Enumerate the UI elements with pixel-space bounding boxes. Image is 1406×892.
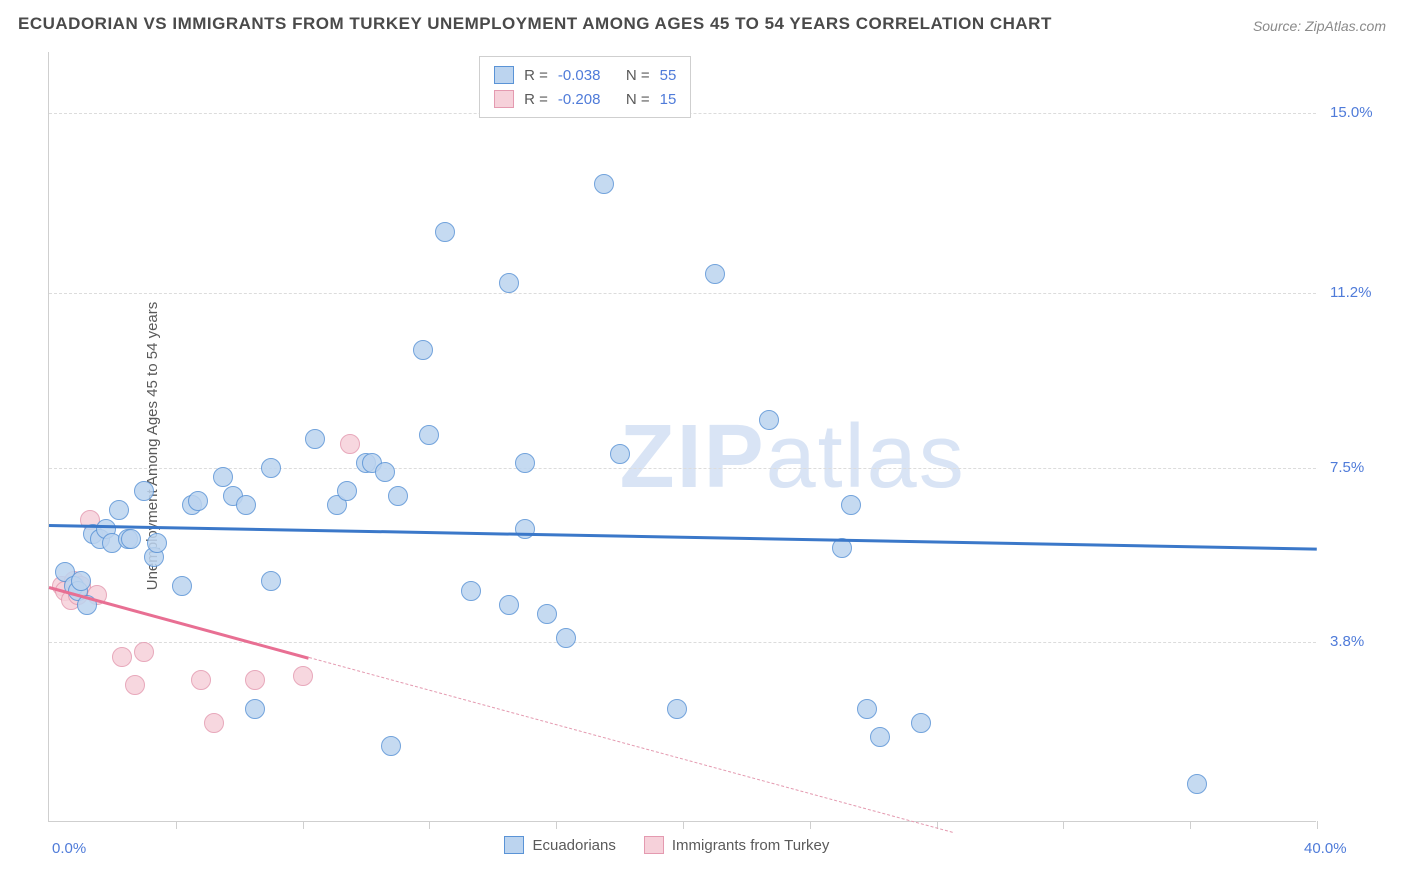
data-point [337,481,357,501]
legend-swatch [494,66,514,84]
x-tick [176,821,177,829]
x-tick [303,821,304,829]
data-point [499,595,519,615]
x-axis-max-label: 40.0% [1304,840,1347,857]
data-point [610,444,630,464]
data-point [705,264,725,284]
data-point [112,647,132,667]
data-point [134,481,154,501]
data-point [419,425,439,445]
data-point [147,533,167,553]
data-point [245,670,265,690]
x-tick [810,821,811,829]
data-point [204,713,224,733]
series-legend: Ecuadorians Immigrants from Turkey [504,836,829,854]
data-point [413,340,433,360]
r-label: R = [524,67,548,84]
source-site: ZipAtlas.com [1305,18,1386,34]
data-point [125,675,145,695]
data-point [236,495,256,515]
n-value: 15 [660,91,677,108]
r-value: -0.208 [558,91,616,108]
chart-title: ECUADORIAN VS IMMIGRANTS FROM TURKEY UNE… [18,14,1052,34]
y-tick-label: 11.2% [1330,284,1371,301]
trend-line [49,586,310,660]
stats-row: R = -0.208 N = 15 [494,87,676,111]
scatter-plot: ZIPatlas [48,52,1316,822]
n-value: 55 [660,67,677,84]
data-point [594,174,614,194]
data-point [667,699,687,719]
x-tick [1063,821,1064,829]
data-point [340,434,360,454]
data-point [213,467,233,487]
x-tick [556,821,557,829]
x-tick [1317,821,1318,829]
gridline [49,642,1316,643]
data-point [188,491,208,511]
x-tick [1190,821,1191,829]
data-point [245,699,265,719]
data-point [537,604,557,624]
legend-label: Immigrants from Turkey [672,837,830,854]
n-label: N = [626,91,650,108]
r-label: R = [524,91,548,108]
data-point [556,628,576,648]
y-tick-label: 7.5% [1330,459,1364,476]
legend-label: Ecuadorians [532,837,615,854]
data-point [134,642,154,662]
x-tick [683,821,684,829]
data-point [261,458,281,478]
data-point [293,666,313,686]
watermark-atlas: atlas [766,407,966,507]
x-axis-min-label: 0.0% [52,840,86,857]
data-point [191,670,211,690]
data-point [911,713,931,733]
legend-item: Immigrants from Turkey [644,836,830,854]
y-tick-label: 15.0% [1330,104,1373,121]
y-tick-label: 3.8% [1330,633,1364,650]
data-point [109,500,129,520]
data-point [1187,774,1207,794]
data-point [759,410,779,430]
stats-row: R = -0.038 N = 55 [494,63,676,87]
data-point [71,571,91,591]
n-label: N = [626,67,650,84]
source-attribution: Source: ZipAtlas.com [1253,18,1386,34]
gridline [49,293,1316,294]
data-point [435,222,455,242]
data-point [388,486,408,506]
data-point [381,736,401,756]
legend-item: Ecuadorians [504,836,615,854]
gridline [49,468,1316,469]
data-point [515,519,535,539]
watermark: ZIPatlas [620,406,966,509]
data-point [305,429,325,449]
source-label: Source: [1253,18,1305,34]
legend-swatch [504,836,524,854]
x-tick [429,821,430,829]
trend-line [49,524,1317,551]
data-point [121,529,141,549]
correlation-stats-box: R = -0.038 N = 55 R = -0.208 N = 15 [479,56,691,118]
legend-swatch [494,90,514,108]
data-point [857,699,877,719]
data-point [261,571,281,591]
r-value: -0.038 [558,67,616,84]
data-point [515,453,535,473]
data-point [870,727,890,747]
data-point [172,576,192,596]
trend-line [309,657,953,833]
data-point [841,495,861,515]
data-point [499,273,519,293]
watermark-zip: ZIP [620,407,766,507]
data-point [375,462,395,482]
data-point [461,581,481,601]
legend-swatch [644,836,664,854]
